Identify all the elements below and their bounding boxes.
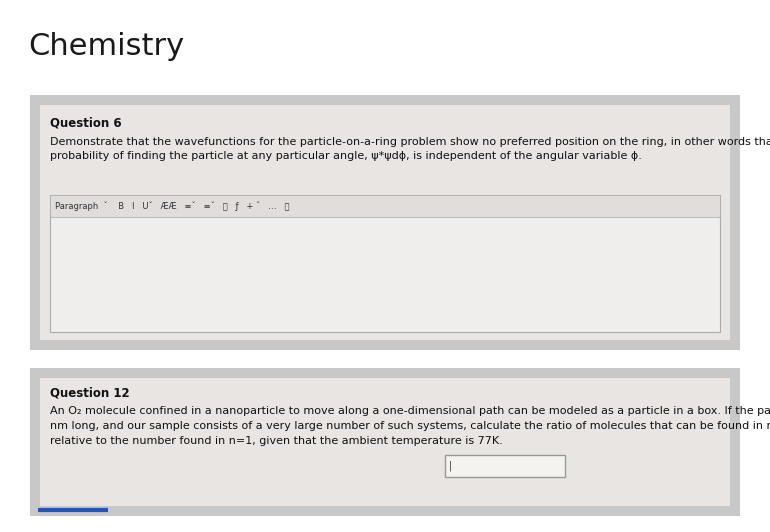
Text: Question 12: Question 12: [50, 386, 129, 399]
Text: An O₂ molecule confined in a nanoparticle to move along a one-dimensional path c: An O₂ molecule confined in a nanoparticl…: [50, 406, 770, 416]
Bar: [30, 368, 740, 516]
Text: relative to the number found in n=1, given that the ambient temperature is 77K.: relative to the number found in n=1, giv…: [50, 436, 503, 446]
Text: Chemistry: Chemistry: [28, 32, 184, 61]
Text: Paragraph  ˇ    B   I   Uˇ   ÆÆ   ≡ˇ   ≡ˇ   ⧉   ƒ   + ˇ   …   ⧉: Paragraph ˇ B I Uˇ ÆÆ ≡ˇ ≡ˇ ⧉ ƒ + ˇ … ⧉: [55, 201, 290, 211]
Bar: [50, 195, 720, 332]
Text: Demonstrate that the wavefunctions for the particle-on-a-ring problem show no pr: Demonstrate that the wavefunctions for t…: [50, 137, 770, 161]
Text: nm long, and our sample consists of a very large number of such systems, calcula: nm long, and our sample consists of a ve…: [50, 421, 770, 431]
Bar: [40, 378, 730, 506]
Text: |: |: [449, 461, 452, 471]
Text: Question 6: Question 6: [50, 117, 122, 130]
Bar: [40, 105, 730, 340]
Bar: [50, 195, 720, 217]
Bar: [445, 455, 565, 477]
Bar: [30, 95, 740, 350]
